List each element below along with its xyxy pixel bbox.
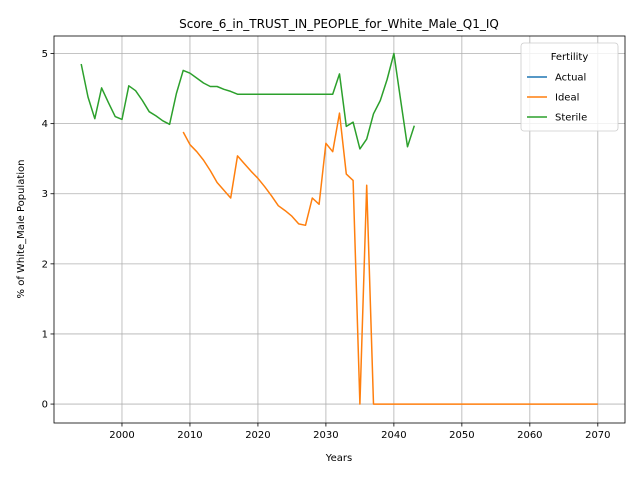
x-tick-label: 2040 — [381, 430, 406, 441]
x-tick-label: 2010 — [177, 430, 202, 441]
y-tick-label: 1 — [42, 329, 48, 340]
x-tick-label: 2030 — [313, 430, 338, 441]
y-tick-label: 3 — [42, 189, 48, 200]
legend: Fertility Actual Ideal Sterile — [521, 43, 618, 131]
x-tick-label: 2050 — [449, 430, 474, 441]
x-axis-label: Years — [325, 453, 352, 464]
legend-label-actual: Actual — [555, 73, 586, 84]
x-tick-label: 2020 — [245, 430, 270, 441]
x-tick-label: 2000 — [109, 430, 134, 441]
chart-title: Score_6_in_TRUST_IN_PEOPLE_for_White_Mal… — [179, 17, 499, 31]
y-tick-label: 2 — [42, 259, 48, 270]
x-tick-label: 2070 — [585, 430, 610, 441]
y-tick-label: 0 — [42, 400, 48, 411]
y-axis-label: % of White_Male Population — [16, 160, 27, 299]
x-tick-label: 2060 — [517, 430, 542, 441]
y-tick-label: 4 — [42, 119, 48, 130]
y-tick-label: 5 — [42, 49, 48, 60]
legend-label-ideal: Ideal — [555, 93, 579, 104]
legend-title: Fertility — [551, 52, 589, 63]
legend-label-sterile: Sterile — [555, 113, 587, 124]
